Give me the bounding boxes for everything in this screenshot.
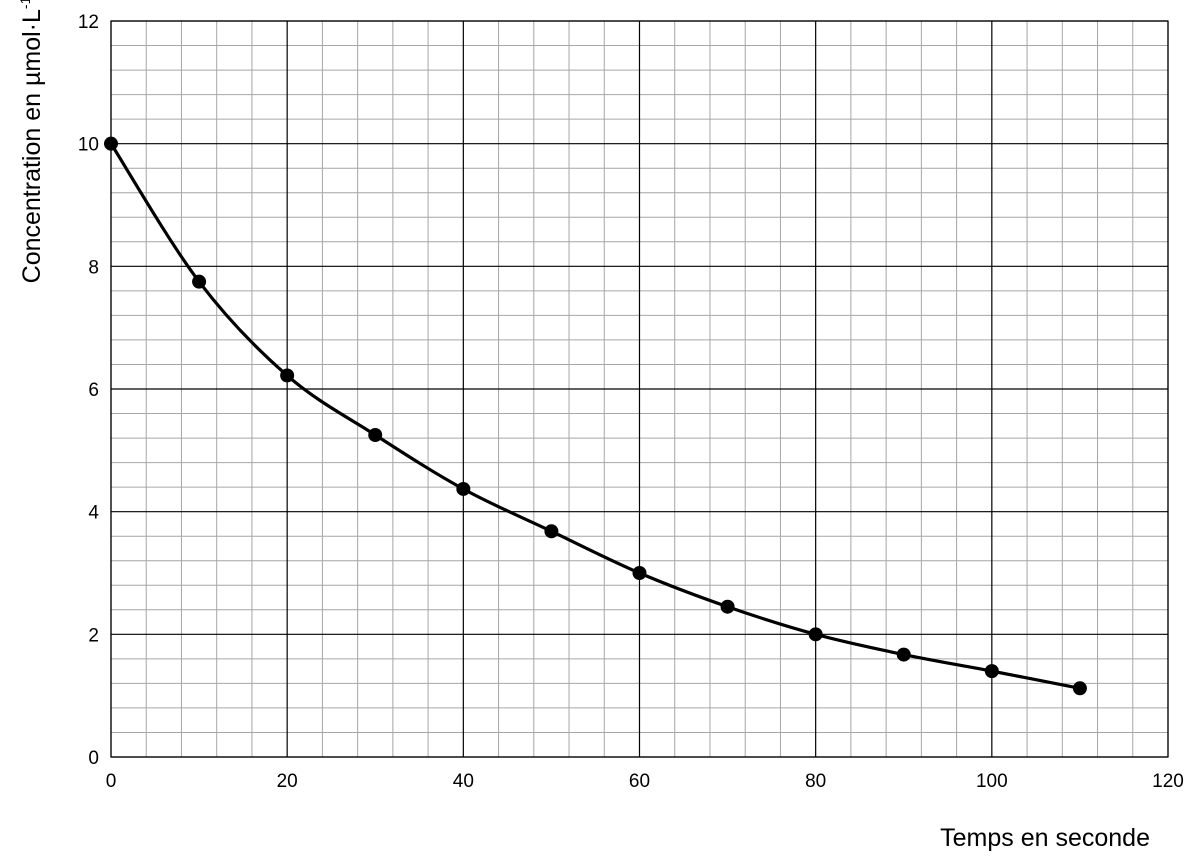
data-point	[104, 136, 118, 151]
data-point	[544, 524, 559, 539]
plot-frame	[110, 20, 1169, 758]
y-tick-label: 10	[78, 135, 99, 156]
x-axis-title: Temps en seconde	[940, 824, 1150, 852]
major-grid	[110, 20, 1169, 758]
y-axis-title-main: Concentration en µmol·L	[18, 9, 46, 283]
x-tick-label: 0	[106, 771, 117, 792]
x-tick-label: 60	[629, 771, 650, 792]
y-axis-title-superscript: -1	[17, 0, 33, 9]
data-point	[984, 664, 999, 679]
y-tick-label: 2	[88, 625, 99, 646]
x-tick-label: 40	[453, 771, 474, 792]
data-point	[896, 647, 911, 662]
data-point	[456, 481, 471, 496]
y-tick-label: 6	[88, 380, 99, 401]
data-point	[368, 428, 383, 442]
y-tick-labels: 0 2 4 6 8 10 12	[78, 12, 100, 769]
data-point	[720, 599, 735, 614]
data-point	[808, 627, 823, 642]
data-point	[280, 368, 295, 383]
x-tick-label: 100	[976, 771, 1008, 792]
y-tick-label: 12	[78, 12, 99, 33]
x-tick-label: 80	[805, 771, 826, 792]
data-point	[632, 566, 647, 580]
data-point	[1072, 681, 1087, 696]
y-tick-label: 8	[88, 257, 99, 278]
x-tick-label: 120	[1152, 771, 1184, 792]
data-point	[192, 274, 207, 289]
y-tick-label: 0	[88, 748, 99, 769]
x-tick-labels: 0 20 40 60 80 100 120	[106, 771, 1184, 792]
y-tick-label: 4	[88, 503, 99, 524]
series-line	[109, 142, 1082, 690]
series-points	[104, 136, 1087, 696]
y-axis-title: Concentration en µmol·L-1	[17, 0, 46, 283]
x-tick-label: 20	[277, 771, 298, 792]
